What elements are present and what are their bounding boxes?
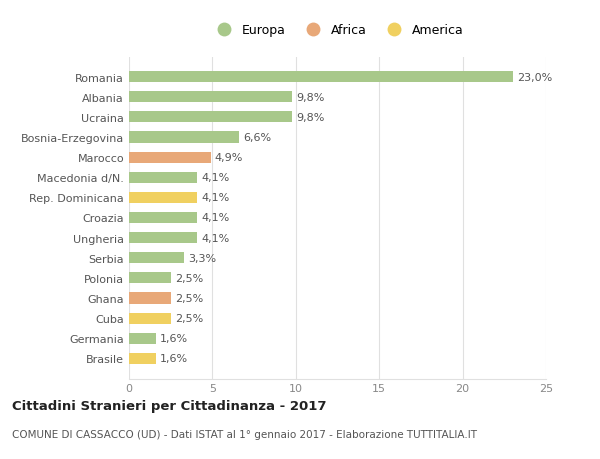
Text: 6,6%: 6,6%: [243, 133, 271, 143]
Text: 4,1%: 4,1%: [202, 233, 230, 243]
Text: 2,5%: 2,5%: [175, 273, 203, 283]
Text: 9,8%: 9,8%: [296, 112, 325, 123]
Text: 1,6%: 1,6%: [160, 353, 188, 364]
Bar: [129, 313, 170, 324]
Bar: [129, 72, 512, 83]
Text: 3,3%: 3,3%: [188, 253, 217, 263]
Bar: [129, 152, 211, 163]
Bar: [129, 233, 197, 244]
Bar: [129, 112, 292, 123]
Bar: [129, 192, 197, 203]
Bar: [129, 273, 170, 284]
Bar: [129, 172, 197, 184]
Text: 4,9%: 4,9%: [215, 153, 243, 163]
Text: 9,8%: 9,8%: [296, 93, 325, 102]
Bar: [129, 252, 184, 264]
Text: Cittadini Stranieri per Cittadinanza - 2017: Cittadini Stranieri per Cittadinanza - 2…: [12, 399, 326, 412]
Bar: [129, 293, 170, 304]
Bar: [129, 92, 292, 103]
Bar: [129, 213, 197, 224]
Text: 1,6%: 1,6%: [160, 334, 188, 343]
Text: 2,5%: 2,5%: [175, 293, 203, 303]
Text: 4,1%: 4,1%: [202, 193, 230, 203]
Text: 2,5%: 2,5%: [175, 313, 203, 324]
Text: COMUNE DI CASSACCO (UD) - Dati ISTAT al 1° gennaio 2017 - Elaborazione TUTTITALI: COMUNE DI CASSACCO (UD) - Dati ISTAT al …: [12, 429, 477, 439]
Bar: [129, 353, 155, 364]
Legend: Europa, Africa, America: Europa, Africa, America: [209, 22, 466, 40]
Text: 4,1%: 4,1%: [202, 213, 230, 223]
Text: 23,0%: 23,0%: [517, 73, 552, 83]
Text: 4,1%: 4,1%: [202, 173, 230, 183]
Bar: [129, 333, 155, 344]
Bar: [129, 132, 239, 143]
